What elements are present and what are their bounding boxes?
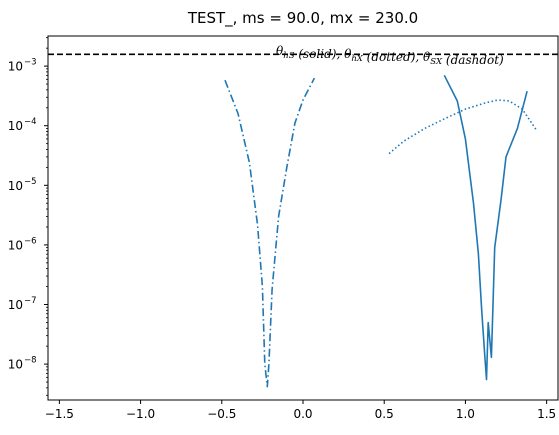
y-tick-exponent: −8: [24, 356, 37, 366]
legend-text-part: θ: [276, 44, 284, 58]
legend-subscript: hX: [351, 54, 363, 64]
x-tick-label: −0.5: [207, 407, 236, 421]
chart-title: TEST_, ms = 90.0, mx = 230.0: [187, 9, 418, 28]
legend-text-part: (dotted),: [363, 50, 423, 64]
y-tick-exponent: −7: [24, 296, 37, 306]
x-tick-label: 1.5: [537, 407, 556, 421]
y-tick-label: 10: [8, 358, 23, 372]
y-axis: 10−810−710−610−510−410−3: [8, 37, 48, 396]
y-tick-label: 10: [8, 119, 23, 133]
x-tick-label: −1.0: [126, 407, 155, 421]
legend-subscript: hS: [283, 51, 294, 61]
legend-subscript: SX: [430, 57, 443, 67]
y-tick-exponent: −5: [24, 177, 37, 187]
y-tick-label: 10: [8, 179, 23, 193]
series-line-dashdot: [224, 77, 316, 388]
legend-text: θhS (solid), θhX (dotted), θSX (dashdot): [276, 44, 504, 67]
legend-text-part: θ: [423, 50, 431, 64]
y-tick-exponent: −6: [24, 236, 37, 246]
y-tick-label: 10: [8, 238, 23, 252]
legend-text-part: (solid),: [295, 47, 345, 61]
x-tick-label: 0.5: [375, 407, 394, 421]
plot-area: [48, 53, 558, 388]
x-tick-label: 0.0: [293, 407, 312, 421]
y-tick-label: 10: [8, 60, 23, 74]
x-axis: −1.5 −1.0 −0.5 0.0 0.5 1.0 1.5: [45, 400, 556, 421]
x-tick-label: 1.0: [456, 407, 475, 421]
y-tick-exponent: −3: [24, 58, 37, 68]
legend-text-part: θ: [344, 47, 352, 61]
y-tick-exponent: −4: [24, 117, 37, 127]
legend-text-part: (dashdot): [442, 53, 504, 67]
series-line-solid: [443, 74, 528, 381]
y-tick-label: 10: [8, 298, 23, 312]
x-tick-label: −1.5: [45, 407, 74, 421]
